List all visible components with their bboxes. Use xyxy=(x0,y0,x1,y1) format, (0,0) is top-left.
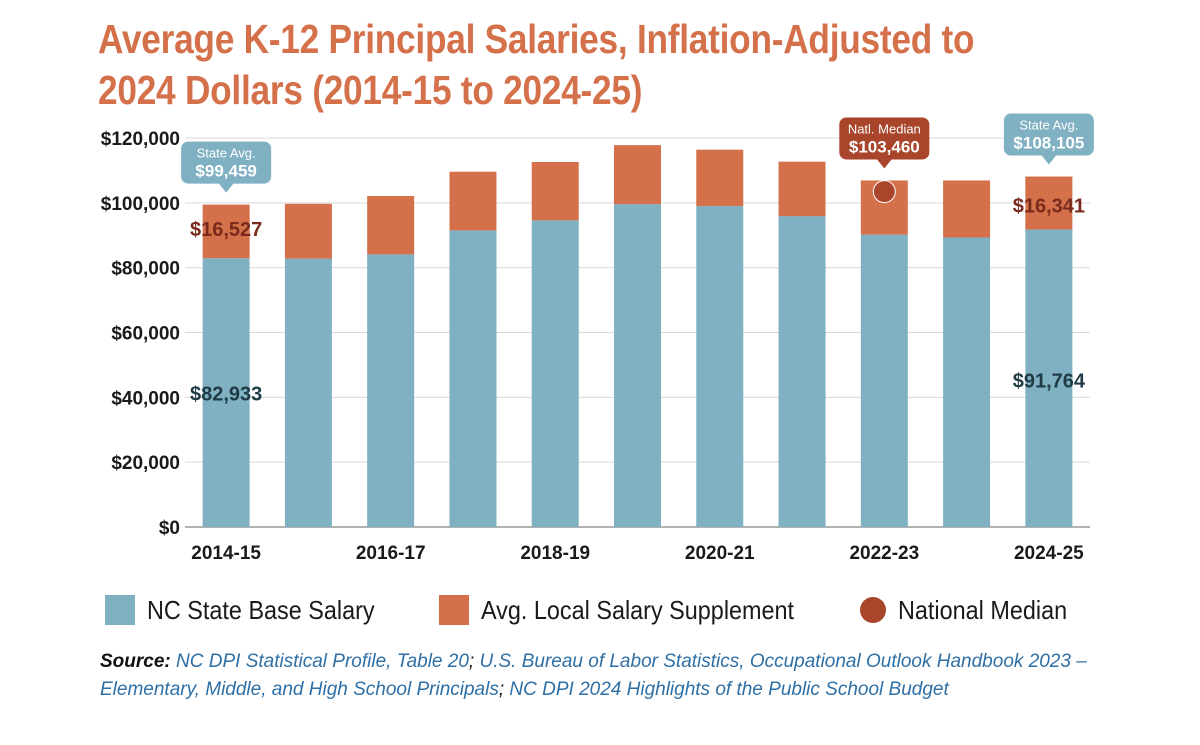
x-tick-label: 2024-25 xyxy=(1014,543,1084,564)
bar-base xyxy=(202,258,250,527)
legend-dot-median xyxy=(860,597,886,623)
y-axis: $0 $20,000 $40,000 $60,000 $80,000 $100,000 $1… xyxy=(101,129,180,539)
source-separator-2: ; xyxy=(498,679,505,700)
data-label-supplement: $16,527 xyxy=(190,219,262,241)
x-axis: 2014-15 2016-17 2018-19 2020-21 2022-23 2024-… xyxy=(191,543,1084,564)
bar-base xyxy=(614,204,661,527)
bar-supplement xyxy=(614,145,661,205)
bar-base xyxy=(449,230,497,527)
y-tick-label: $100,000 xyxy=(101,194,180,215)
x-tick-label: 2022-23 xyxy=(849,543,919,564)
bars xyxy=(202,145,1073,528)
bar-supplement xyxy=(284,203,332,259)
bar-base xyxy=(943,237,991,527)
data-label-supplement: $16,341 xyxy=(1013,196,1085,218)
stacked-bar-chart: $0 $20,000 $40,000 $60,000 $80,000 $100,000 $1… xyxy=(101,113,1094,564)
legend-label-base: NC State Base Salary xyxy=(147,594,375,625)
x-tick-label: 2020-21 xyxy=(685,543,755,564)
national-median-marker xyxy=(872,180,896,204)
bar-base xyxy=(1025,229,1073,528)
y-tick-label: $120,000 xyxy=(101,129,180,150)
data-label-base: $91,764 xyxy=(1013,371,1086,393)
callout-pointer xyxy=(876,158,893,169)
callout-bubble xyxy=(839,117,930,160)
bar-supplement xyxy=(449,171,497,231)
legend-item-base: NC State Base Salary xyxy=(105,588,400,632)
legend-label-supplement: Avg. Local Salary Supplement xyxy=(481,594,795,625)
callout-bubble xyxy=(181,141,272,184)
bar-supplement xyxy=(778,161,826,217)
bar-base xyxy=(778,216,826,528)
bar-supplement xyxy=(202,204,250,259)
y-tick-label: $40,000 xyxy=(111,388,180,409)
chart-title: Average K-12 Principal Salaries, Inflati… xyxy=(98,14,1027,116)
x-tick-label: 2014-15 xyxy=(191,543,261,564)
legend-label-median: National Median xyxy=(898,594,1068,625)
bar-base xyxy=(860,234,908,527)
bar-base xyxy=(367,254,415,527)
bar-base xyxy=(284,258,332,527)
callout-title: State Avg. xyxy=(1019,118,1078,133)
callout: State Avg.$108,105 xyxy=(1003,113,1094,165)
y-tick-label: $20,000 xyxy=(111,453,180,474)
source-ref-1[interactable]: NC DPI Statistical Profile, Table 20 xyxy=(176,651,469,672)
legend-item-supplement: Avg. Local Salary Supplement xyxy=(439,588,829,632)
bar-supplement xyxy=(531,161,579,221)
bar-base xyxy=(531,220,579,528)
bar-supplement xyxy=(943,180,991,238)
source-label: Source: xyxy=(100,651,171,672)
chart-title-line-1: Average K-12 Principal Salaries, Inflati… xyxy=(98,16,975,62)
callout: State Avg.$99,459 xyxy=(181,141,272,193)
callout: Natl. Median$103,460 xyxy=(839,117,930,169)
data-labels: $16,527 $82,933 $16,341 $91,764 xyxy=(190,196,1086,406)
bar-base xyxy=(696,206,744,527)
source-note: Source: NC DPI Statistical Profile, Tabl… xyxy=(100,648,1100,704)
y-tick-label: $60,000 xyxy=(111,324,180,345)
legend: NC State Base Salary Avg. Local Salary S… xyxy=(105,588,1105,632)
callout-value: $103,460 xyxy=(849,137,920,156)
callout-value: $108,105 xyxy=(1013,134,1084,153)
source-ref-3[interactable]: NC DPI 2024 Highlights of the Public Sch… xyxy=(509,679,949,700)
bar-supplement xyxy=(1025,176,1073,230)
callout-bubble xyxy=(1003,113,1094,156)
callout-value: $99,459 xyxy=(195,162,256,181)
y-tick-label: $80,000 xyxy=(111,259,180,280)
chart-title-line-2: 2024 Dollars (2014-15 to 2024-25) xyxy=(98,67,643,113)
legend-swatch-supplement xyxy=(439,595,469,625)
data-label-base: $82,933 xyxy=(190,384,262,406)
source-separator-1: ; xyxy=(468,651,475,672)
source-ref-2[interactable]: U.S. Bureau of Labor Statistics, Occupat… xyxy=(100,651,1087,700)
callout-title: Natl. Median xyxy=(848,121,921,136)
callout-pointer xyxy=(1040,154,1057,165)
x-tick-label: 2016-17 xyxy=(356,543,426,564)
callout-pointer xyxy=(218,182,235,193)
bar-supplement xyxy=(696,149,744,207)
callout-title: State Avg. xyxy=(197,146,256,161)
bar-supplement xyxy=(367,196,415,255)
legend-swatch-base xyxy=(105,595,135,625)
x-tick-label: 2018-19 xyxy=(520,543,590,564)
legend-item-median: National Median xyxy=(860,588,1086,632)
y-tick-label: $0 xyxy=(159,518,180,539)
